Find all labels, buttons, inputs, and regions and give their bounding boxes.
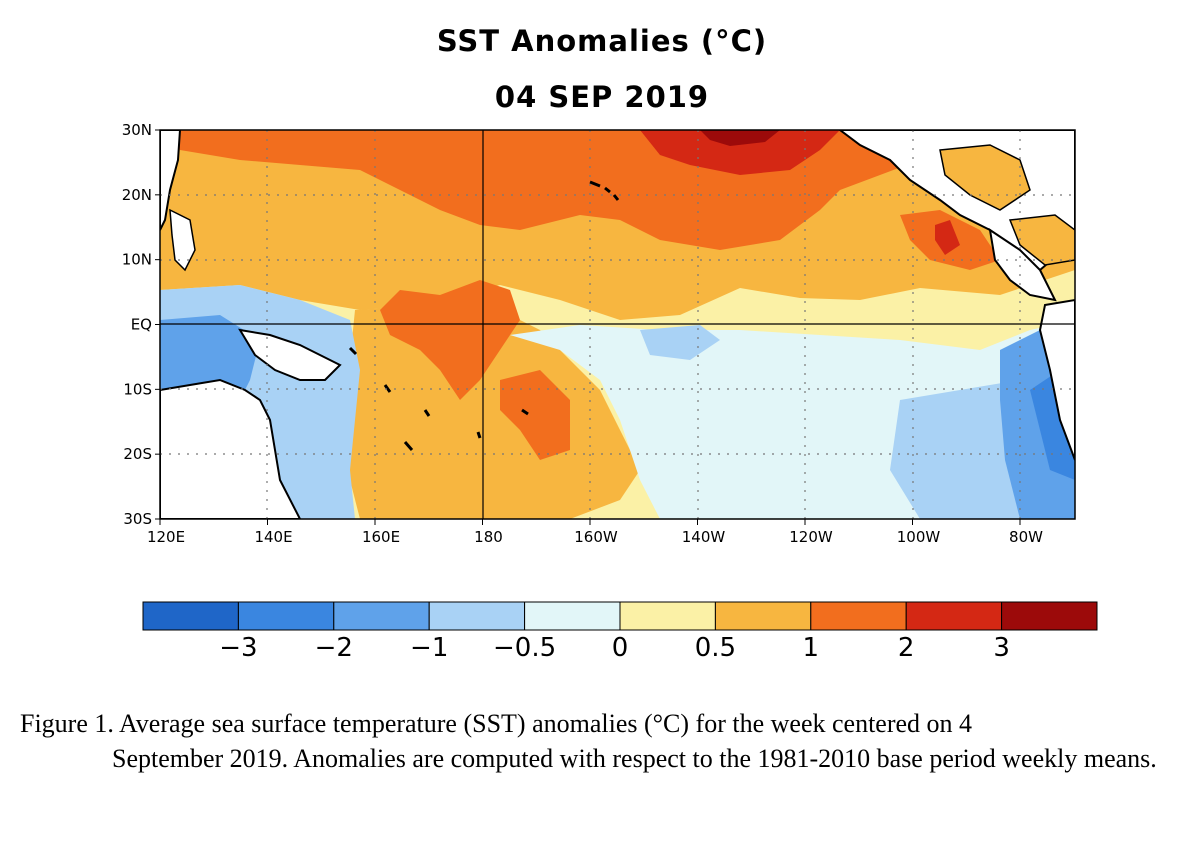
- colorbar-tick-label: −3: [219, 633, 257, 663]
- anomaly-region-strong-warm-south: [500, 370, 570, 460]
- lat-label: 10N: [122, 251, 152, 269]
- colorbar-tick-label: −2: [315, 633, 353, 663]
- grid-lines: [160, 130, 1075, 519]
- lon-label: 160E: [362, 528, 400, 546]
- colorbar-swatches: [142, 601, 1098, 631]
- longitude-labels: 120E 140E 160E 180 160W 140W 120W 100W 80W: [147, 519, 1043, 546]
- lat-label: 20N: [122, 186, 152, 204]
- lon-label: 100W: [897, 528, 941, 546]
- colorbar-swatch: [1001, 601, 1098, 631]
- colorbar-swatch: [142, 601, 239, 631]
- lon-label: 80W: [1009, 528, 1043, 546]
- colorbar-tick-label: −0.5: [493, 633, 556, 663]
- lon-label: 180: [474, 528, 503, 546]
- colorbar-tick-label: 1: [803, 633, 820, 663]
- lat-label: 30S: [123, 510, 152, 528]
- anomaly-region-cool-equatorial: [640, 325, 720, 360]
- lon-label: 140W: [682, 528, 726, 546]
- map-title: SST Anomalies (°C): [436, 24, 768, 58]
- land-new-guinea: [238, 328, 342, 381]
- land-asia: [160, 130, 182, 231]
- colorbar-swatch: [333, 601, 430, 631]
- hawaii-islands: [589, 180, 620, 201]
- colorbar-tick-label: −1: [410, 633, 448, 663]
- land-philippines: [169, 208, 196, 272]
- lon-label: 120W: [789, 528, 833, 546]
- figure-caption: Figure 1. Average sea surface temperatur…: [20, 706, 1190, 776]
- gulf-of-mexico: [939, 144, 1031, 211]
- land-south-america: [1038, 298, 1075, 461]
- pacific-islands: [348, 346, 529, 451]
- sst-anomaly-map: 30N 20N 10N EQ 10S 20S 30S 120E 140E 160E 180 160W…: [122, 121, 1076, 546]
- anomaly-region-very-warm: [640, 130, 840, 175]
- anomaly-region-strong-warm-central: [380, 280, 520, 400]
- caption-line-1: Figure 1. Average sea surface temperatur…: [20, 709, 973, 738]
- colorbar-tick-label: 2: [898, 633, 915, 663]
- colorbar-swatch: [524, 601, 621, 631]
- lon-label: 140E: [254, 528, 292, 546]
- anomaly-region-very-warm-mexico: [935, 220, 960, 255]
- colorbar-tick-label: 3: [993, 633, 1010, 663]
- colorbar: −3 −2 −1 −0.5 0 0.5 1 2 3: [142, 601, 1098, 663]
- land-australia: [160, 378, 302, 519]
- lat-label: 30N: [122, 121, 152, 139]
- map-date: 04 SEP 2019: [494, 80, 710, 114]
- colorbar-swatch: [237, 601, 335, 631]
- colorbar-tick-label: 0: [612, 633, 629, 663]
- land-central-america: [988, 227, 1057, 302]
- colorbar-swatch: [428, 601, 526, 631]
- lon-label: 120E: [147, 528, 185, 546]
- anomaly-region-strong-warm-north: [160, 130, 1075, 250]
- colorbar-tick-labels: −3 −2 −1 −0.5 0 0.5 1 2 3: [219, 633, 1010, 663]
- lat-label: 10S: [123, 380, 152, 398]
- lon-label: 160W: [574, 528, 618, 546]
- lat-label: EQ: [131, 316, 152, 334]
- anomaly-region-extreme-warm: [700, 130, 780, 146]
- latitude-labels: 30N 20N 10N EQ 10S 20S 30S: [122, 121, 160, 528]
- anomaly-region-warm-south-central: [345, 305, 640, 519]
- caption-continuation: September 2019. Anomalies are computed w…: [112, 744, 1157, 773]
- colorbar-swatch: [810, 601, 907, 631]
- lat-label: 20S: [123, 445, 152, 463]
- colorbar-swatch: [905, 601, 1003, 631]
- caribbean-sea: [1008, 214, 1075, 266]
- colorbar-swatch: [619, 601, 716, 631]
- colorbar-tick-label: 0.5: [695, 633, 736, 663]
- colorbar-swatch: [714, 601, 812, 631]
